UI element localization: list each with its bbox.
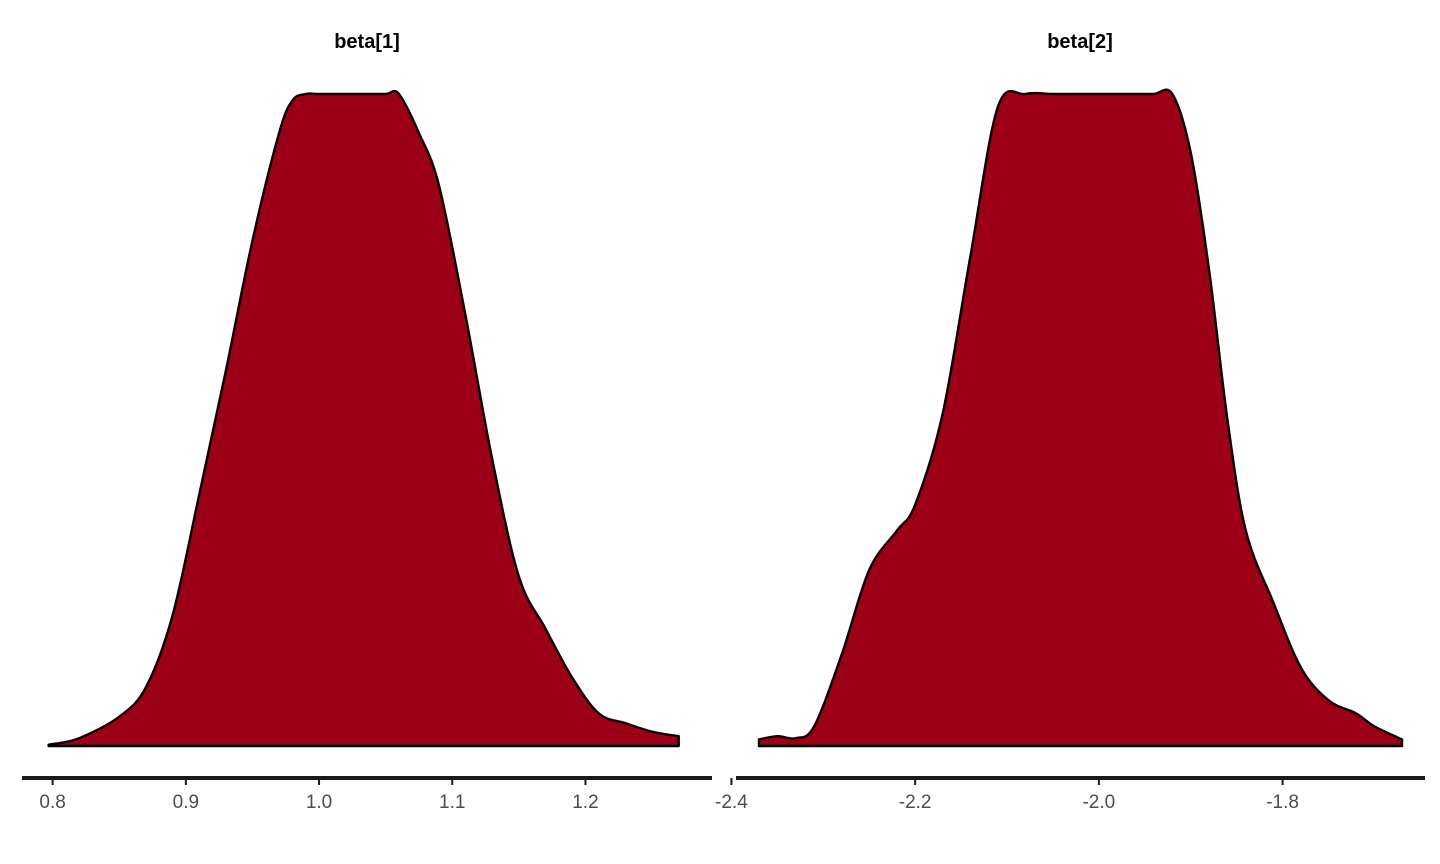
x-tick-label: 1.0 <box>306 792 332 813</box>
x-tick-label: 0.8 <box>39 792 65 813</box>
panel-title-beta-2: beta[2] <box>1047 31 1113 53</box>
panel-beta-1: beta[1] 0.8 0.9 1.0 1.1 1.2 <box>22 31 712 813</box>
panel-beta-2: beta[2] -2.4 -2.2 -2.0 -1.8 <box>715 31 1425 813</box>
x-tick-label: 1.1 <box>439 792 465 813</box>
density-area-beta-1 <box>47 89 680 748</box>
x-tick-label: -2.0 <box>1082 792 1115 813</box>
x-tick-label: -2.2 <box>899 792 932 813</box>
density-area-beta-2 <box>757 88 1404 748</box>
x-tick-label: -1.8 <box>1266 792 1299 813</box>
x-tick-label: 0.9 <box>173 792 199 813</box>
x-tick-label: 1.2 <box>572 792 598 813</box>
x-axis-ticks-beta-2: -2.4 -2.2 -2.0 -1.8 <box>715 778 1299 813</box>
x-axis-ticks-beta-1: 0.8 0.9 1.0 1.1 1.2 <box>39 778 599 813</box>
panel-title-beta-1: beta[1] <box>334 31 400 53</box>
x-tick-label: -2.4 <box>715 792 748 813</box>
